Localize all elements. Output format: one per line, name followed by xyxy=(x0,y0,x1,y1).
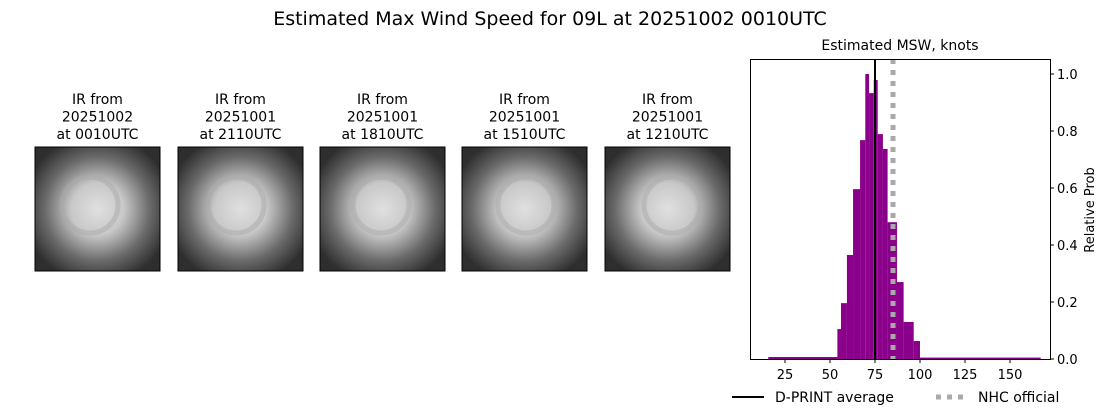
ir-panel-title-line3: at 1210UTC xyxy=(627,127,709,143)
storm-spiral-band xyxy=(641,174,703,236)
x-axis: 25 50 75 100 125 150 xyxy=(777,359,1023,383)
ir-satellite-image xyxy=(177,146,304,272)
storm-spiral-band xyxy=(205,174,267,236)
y-tick-label: 0.8 xyxy=(1057,125,1078,140)
x-tick-label: 125 xyxy=(953,368,978,383)
ir-satellite-image xyxy=(34,146,161,272)
histogram-bar xyxy=(869,93,874,359)
storm-spiral-band xyxy=(59,174,121,236)
plot-frame xyxy=(750,59,1051,360)
storm-spiral-band xyxy=(495,174,557,236)
ir-panel-title-line1: IR from xyxy=(357,92,408,108)
x-tick-label: 75 xyxy=(867,368,884,383)
ir-panel-title-line1: IR from xyxy=(499,92,550,108)
ir-panel-title-line3: at 1510UTC xyxy=(484,127,566,143)
histogram-bar xyxy=(865,74,870,359)
bars xyxy=(768,74,1041,360)
y-tick-label: 0.4 xyxy=(1057,239,1078,254)
histogram-bar xyxy=(853,189,861,359)
ir-panel-title-line3: at 0010UTC xyxy=(57,127,139,143)
histogram-bar xyxy=(877,134,883,359)
legend-dprint-label: D-PRINT average xyxy=(775,390,894,406)
y-axis: 0.0 0.2 0.4 0.6 0.8 1.0 xyxy=(1050,68,1078,368)
ir-panel-title-line2: 20251001 xyxy=(205,110,276,126)
histogram-bar xyxy=(882,148,888,359)
legend: D-PRINT average NHC official xyxy=(732,390,1059,406)
y-axis-label: Relative Prob xyxy=(1083,167,1098,252)
histogram-bar xyxy=(903,321,914,359)
ir-panel-title-line2: 20251001 xyxy=(489,110,560,126)
legend-nhc-label: NHC official xyxy=(978,390,1059,406)
ir-panel-title-line1: IR from xyxy=(72,92,123,108)
histogram-bar xyxy=(840,303,847,359)
ir-panel-title-line1: IR from xyxy=(642,92,693,108)
ir-panel-title-line1: IR from xyxy=(215,92,266,108)
histogram-bar xyxy=(920,357,1041,359)
histogram-bar xyxy=(913,341,920,359)
y-tick-label: 1.0 xyxy=(1057,68,1078,83)
histogram-bar xyxy=(896,282,904,359)
ir-panel-title-line2: 20251001 xyxy=(632,110,703,126)
histogram-bar xyxy=(846,254,854,359)
x-tick-label: 150 xyxy=(998,368,1023,383)
ir-satellite-image xyxy=(319,146,446,272)
y-tick-label: 0.0 xyxy=(1057,353,1078,368)
storm-spiral-band xyxy=(350,174,412,236)
x-tick-label: 25 xyxy=(777,368,794,383)
x-tick-label: 100 xyxy=(908,368,933,383)
histogram-bar xyxy=(837,329,841,359)
figure-title: Estimated Max Wind Speed for 09L at 2025… xyxy=(273,8,827,30)
histogram-bar xyxy=(768,357,838,359)
ir-panel-title-line3: at 1810UTC xyxy=(342,127,424,143)
histogram-bar xyxy=(860,140,866,359)
ir-panel-title-line2: 20251001 xyxy=(347,110,418,126)
x-tick-label: 50 xyxy=(822,368,839,383)
ir-satellite-image xyxy=(604,146,731,272)
ir-satellite-image xyxy=(461,146,588,272)
histogram-chart: Estimated MSW, knots 25 50 75 100 125 150 0.0… xyxy=(750,38,1098,383)
ir-panel-title-line3: at 2110UTC xyxy=(200,127,282,143)
y-tick-label: 0.6 xyxy=(1057,182,1078,197)
y-tick-label: 0.2 xyxy=(1057,296,1078,311)
reference-lines xyxy=(874,59,896,359)
ir-panel-title-line2: 20251002 xyxy=(62,110,133,126)
chart-title: Estimated MSW, knots xyxy=(821,38,978,54)
